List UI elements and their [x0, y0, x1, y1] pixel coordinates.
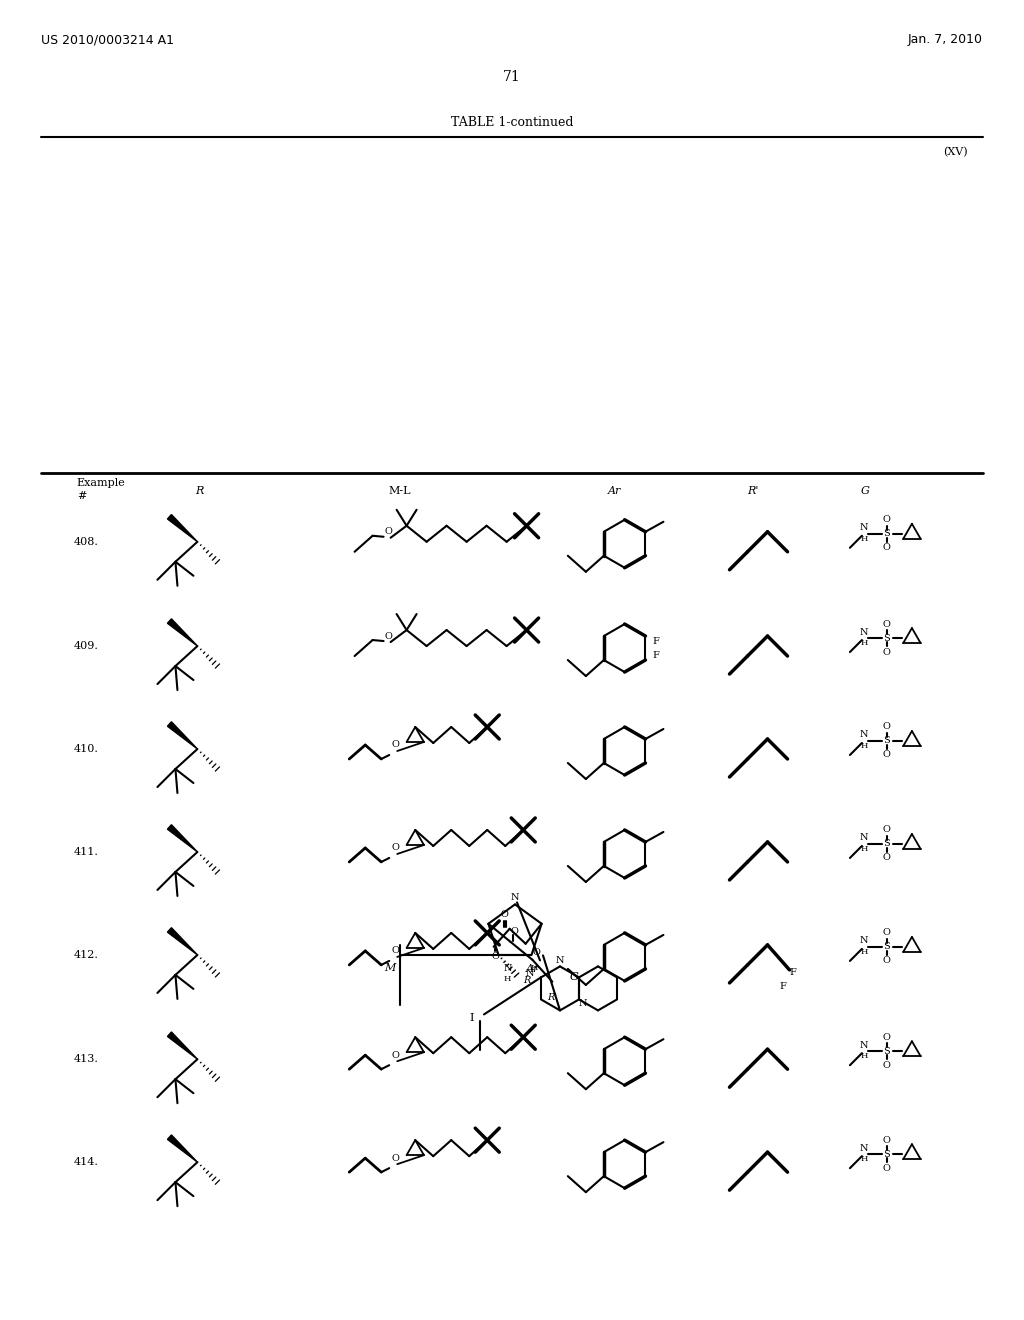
Polygon shape [168, 619, 198, 645]
Text: 409.: 409. [74, 642, 98, 651]
Text: O: O [883, 1135, 891, 1144]
Text: N: N [579, 999, 588, 1008]
Text: Ar: Ar [607, 486, 622, 496]
Text: N: N [860, 833, 868, 842]
Text: S: S [884, 1150, 890, 1159]
Text: G: G [861, 486, 869, 496]
Text: O: O [883, 1164, 891, 1172]
Text: N: N [556, 956, 564, 965]
Text: TABLE 1-continued: TABLE 1-continued [451, 116, 573, 129]
Polygon shape [168, 515, 198, 541]
Text: 411.: 411. [74, 847, 98, 857]
Text: O: O [883, 854, 891, 862]
Text: H: H [860, 639, 867, 647]
Text: O: O [883, 957, 891, 965]
Text: 410.: 410. [74, 744, 98, 754]
Text: O: O [385, 631, 392, 640]
Text: R': R' [548, 993, 557, 1002]
Text: O: O [883, 648, 891, 656]
Text: M-L: M-L [388, 486, 411, 496]
Text: O: O [510, 927, 518, 936]
Polygon shape [168, 825, 198, 851]
Text: (XV): (XV) [943, 147, 968, 157]
Text: H: H [860, 1052, 867, 1060]
Text: N: N [511, 892, 519, 902]
Polygon shape [168, 928, 198, 954]
Text: R: R [523, 975, 530, 985]
Text: O: O [391, 843, 399, 853]
Text: O: O [883, 1061, 891, 1069]
Text: R': R' [746, 486, 759, 496]
Text: O: O [883, 722, 891, 731]
Text: H: H [860, 948, 867, 956]
Text: 408.: 408. [74, 537, 98, 546]
Text: US 2010/0003214 A1: US 2010/0003214 A1 [41, 33, 174, 46]
Text: S: S [884, 1047, 890, 1056]
Text: R: R [196, 486, 204, 496]
Text: O: O [532, 948, 540, 957]
Text: S: S [884, 840, 890, 849]
Polygon shape [168, 1135, 198, 1162]
Text: N: N [860, 1143, 868, 1152]
Text: S: S [884, 737, 890, 746]
Text: N: N [860, 627, 868, 636]
Text: S: S [884, 529, 890, 539]
Text: H: H [860, 845, 867, 853]
Text: 414.: 414. [74, 1158, 98, 1167]
Text: 412.: 412. [74, 950, 98, 960]
Text: N: N [860, 936, 868, 945]
Text: Ar: Ar [526, 965, 540, 974]
Text: O: O [391, 946, 399, 956]
Text: S: S [884, 634, 890, 643]
Text: O: O [883, 825, 891, 834]
Text: 413.: 413. [74, 1055, 98, 1064]
Text: I: I [470, 1014, 474, 1023]
Text: 71: 71 [503, 70, 521, 83]
Text: H: H [530, 964, 538, 972]
Polygon shape [168, 722, 198, 748]
Text: N: N [860, 1040, 868, 1049]
Text: N: N [504, 964, 512, 973]
Text: O: O [883, 619, 891, 628]
Text: N: N [525, 969, 534, 978]
Text: O: O [883, 515, 891, 524]
Text: O: O [883, 928, 891, 937]
Text: N: N [860, 730, 868, 739]
Text: O: O [883, 751, 891, 759]
Text: H: H [504, 974, 511, 983]
Text: O: O [391, 741, 399, 750]
Text: M: M [384, 964, 395, 973]
Text: F: F [652, 636, 658, 645]
Text: O: O [883, 1032, 891, 1041]
Text: #: # [77, 491, 86, 502]
Text: O: O [501, 911, 509, 919]
Text: O: O [385, 527, 392, 536]
Text: H: H [860, 742, 867, 750]
Text: H: H [860, 535, 867, 543]
Text: F: F [652, 651, 658, 660]
Text: F: F [779, 982, 786, 991]
Text: O: O [391, 1154, 399, 1163]
Text: Jan. 7, 2010: Jan. 7, 2010 [908, 33, 983, 46]
Text: Example: Example [77, 478, 126, 488]
Text: S: S [884, 942, 890, 952]
Polygon shape [168, 1032, 198, 1059]
Text: G: G [570, 972, 579, 982]
Text: O: O [492, 952, 500, 961]
Text: O: O [391, 1051, 399, 1060]
Text: N: N [860, 523, 868, 532]
Text: F: F [790, 969, 796, 977]
Text: O: O [883, 544, 891, 552]
Text: H: H [860, 1155, 867, 1163]
